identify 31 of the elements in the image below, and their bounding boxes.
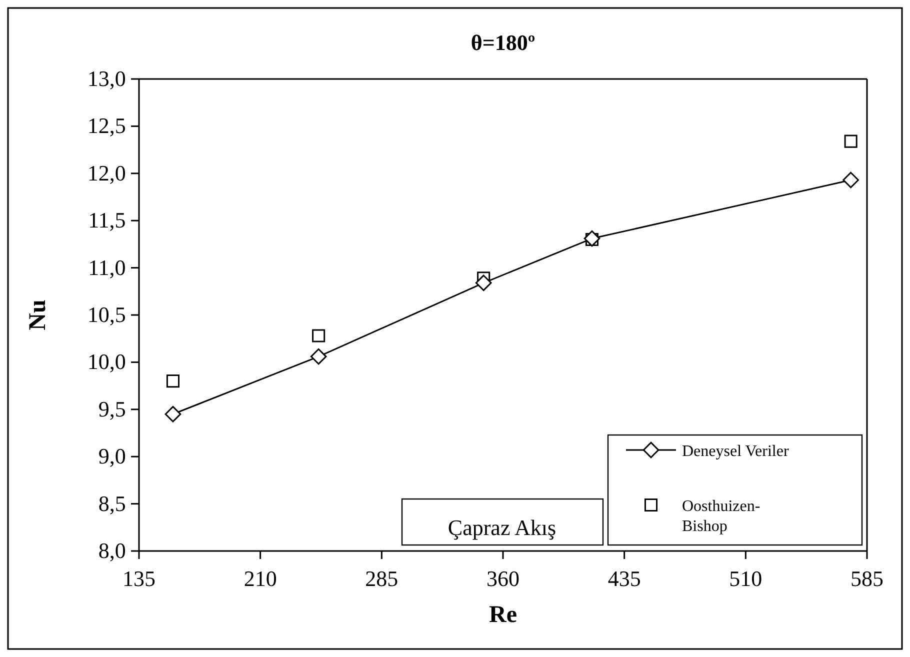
point: [312, 329, 326, 342]
point: [842, 172, 859, 188]
y-axis-title: Nu: [25, 300, 51, 330]
x-tick-label: 435: [608, 566, 641, 592]
x-tick-label: 585: [850, 566, 884, 592]
point: [164, 406, 182, 422]
x-tick-label: 360: [486, 566, 520, 592]
y-tick-label: 8,0: [98, 538, 126, 564]
x-tick-label: 285: [365, 566, 398, 592]
x-tick-label: 135: [122, 566, 156, 592]
x-axis-title: Re: [489, 602, 518, 628]
y-tick-label: 9,0: [98, 444, 126, 469]
point: [310, 348, 327, 365]
x-tick-label: 210: [244, 566, 277, 592]
y-tick-label: 12,5: [87, 113, 126, 138]
y-tick-label: 11,0: [88, 254, 126, 280]
annotation: Çapraz Akış: [448, 515, 556, 540]
y-tick-label: 13,0: [87, 66, 126, 92]
point: [475, 274, 492, 292]
y-tick-label: 10,0: [87, 349, 126, 374]
point: [844, 134, 858, 148]
chart-title: θ=180º: [470, 30, 536, 55]
y-tick-label: 9,5: [98, 396, 126, 422]
y-tick-label: 11,5: [88, 208, 126, 233]
legend-label: Oosthuizen-Bishop: [682, 498, 760, 535]
y-tick-label: 12,0: [87, 160, 126, 186]
y-tick-label: 10,5: [87, 302, 126, 328]
point: [166, 374, 180, 388]
legend-label: Deneysel Veriler: [682, 443, 790, 460]
y-tick-label: 8,5: [98, 490, 126, 516]
x-tick-label: 510: [729, 566, 762, 592]
